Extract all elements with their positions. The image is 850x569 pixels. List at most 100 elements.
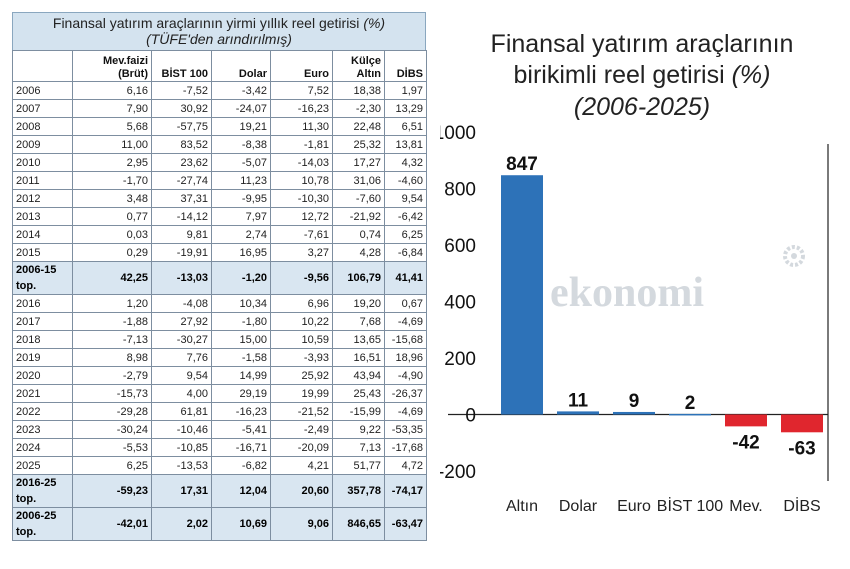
value-cell: -59,23	[72, 474, 152, 508]
value-cell: -13,53	[151, 456, 212, 475]
value-cell: 1,97	[384, 81, 427, 100]
value-cell: -4,08	[151, 294, 212, 313]
value-cell: 11,30	[270, 117, 333, 136]
value-cell: 19,99	[270, 384, 333, 403]
value-cell: 9,81	[151, 225, 212, 244]
value-cell: 11,23	[211, 171, 271, 190]
value-cell: 5,68	[72, 117, 152, 136]
value-cell: 29,19	[211, 384, 271, 403]
value-cell: 14,99	[211, 366, 271, 385]
value-cell: -4,69	[384, 402, 427, 421]
value-cell: -29,28	[72, 402, 152, 421]
value-cell: -7,61	[270, 225, 333, 244]
value-cell: 6,25	[384, 225, 427, 244]
value-cell: -30,24	[72, 420, 152, 439]
table-row: 2012 3,48 37,31 -9,95 -10,30 -7,60 9,54	[12, 189, 427, 208]
table-title-block: Finansal yatırım araçlarının yirmi yıllı…	[12, 12, 426, 50]
table-title-unit: (%)	[363, 15, 386, 31]
y-tick-label: -200	[440, 462, 476, 483]
row-label-cell: 2014	[12, 225, 73, 244]
value-cell: 4,28	[332, 243, 385, 262]
y-tick-label: 600	[444, 236, 476, 257]
value-cell: -10,46	[151, 420, 212, 439]
value-cell: 9,54	[384, 189, 427, 208]
value-cell: 4,32	[384, 153, 427, 172]
bar-1	[557, 411, 599, 415]
returns-table: Mev.faizi (Brüt) BİST 100 Dolar Euro Kül…	[12, 50, 427, 541]
value-cell: -14,03	[270, 153, 333, 172]
data-label: 2	[685, 393, 696, 414]
value-cell: 16,51	[332, 348, 385, 367]
value-cell: 7,97	[211, 207, 271, 226]
value-cell: -3,93	[270, 348, 333, 367]
value-cell: -24,07	[211, 99, 271, 118]
category-label: Euro	[617, 498, 651, 515]
table-row: 2008 5,68 -57,75 19,21 11,30 22,48 6,51	[12, 117, 427, 136]
value-cell: 7,90	[72, 99, 152, 118]
col-header-dibs: DİBS	[384, 50, 427, 82]
row-label-cell: 2022	[12, 402, 73, 421]
value-cell: 846,65	[332, 507, 385, 541]
value-cell: 83,52	[151, 135, 212, 154]
table-total-row: 2006-25 top. -42,01 2,02 10,69 9,06 846,65 -63…	[12, 507, 427, 541]
value-cell: -3,42	[211, 81, 271, 100]
value-cell: 22,48	[332, 117, 385, 136]
value-cell: 41,41	[384, 261, 427, 295]
value-cell: -26,37	[384, 384, 427, 403]
value-cell: 23,62	[151, 153, 212, 172]
value-cell: -14,12	[151, 207, 212, 226]
row-label-cell: 2006-25 top.	[12, 507, 73, 541]
value-cell: 16,95	[211, 243, 271, 262]
table-row: 2011 -1,70 -27,74 11,23 10,78 31,06 -4,60	[12, 171, 427, 190]
value-cell: -27,74	[151, 171, 212, 190]
row-label-cell: 2015	[12, 243, 73, 262]
row-label-cell: 2010	[12, 153, 73, 172]
col-header-bist: BİST 100	[151, 50, 212, 82]
table-row: 2025 6,25 -13,53 -6,82 4,21 51,77 4,72	[12, 456, 427, 475]
bar-3	[669, 413, 711, 416]
value-cell: -19,91	[151, 243, 212, 262]
value-cell: 10,78	[270, 171, 333, 190]
value-cell: -74,17	[384, 474, 427, 508]
table-row: 2006 6,16 -7,52 -3,42 7,52 18,38 1,97	[12, 81, 427, 100]
value-cell: 12,72	[270, 207, 333, 226]
value-cell: 9,22	[332, 420, 385, 439]
col-header-gold: Külçe Altın	[332, 50, 385, 82]
value-cell: -16,71	[211, 438, 271, 457]
value-cell: 18,38	[332, 81, 385, 100]
value-cell: 17,31	[151, 474, 212, 508]
value-cell: 11,00	[72, 135, 152, 154]
table-row: 2020 -2,79 9,54 14,99 25,92 43,94 -4,90	[12, 366, 427, 385]
watermark-gear-icon	[783, 245, 805, 267]
value-cell: -2,30	[332, 99, 385, 118]
table-row: 2017 -1,88 27,92 -1,80 10,22 7,68 -4,69	[12, 312, 427, 331]
y-tick-label: 800	[444, 180, 476, 201]
value-cell: 42,25	[72, 261, 152, 295]
value-cell: 51,77	[332, 456, 385, 475]
y-tick-label: 0	[465, 406, 476, 427]
data-label: -42	[732, 432, 759, 453]
y-tick-label: 1000	[440, 123, 476, 144]
value-cell: 7,52	[270, 81, 333, 100]
table-row: 2010 2,95 23,62 -5,07 -14,03 17,27 4,32	[12, 153, 427, 172]
value-cell: 27,92	[151, 312, 212, 331]
table-total-row: 2016-25 top. -59,23 17,31 12,04 20,60 357,78-…	[12, 474, 427, 508]
y-tick-label: 400	[444, 293, 476, 314]
value-cell: 61,81	[151, 402, 212, 421]
chart-title-line2-text: birikimli reel getirisi	[514, 61, 725, 89]
category-label: BİST 100	[657, 496, 724, 515]
value-cell: 0,77	[72, 207, 152, 226]
chart-title-line1: Finansal yatırım araçlarının	[491, 30, 794, 58]
bar-4	[725, 414, 767, 427]
value-cell: -2,49	[270, 420, 333, 439]
value-cell: 12,04	[211, 474, 271, 508]
value-cell: -15,99	[332, 402, 385, 421]
col-header-euro: Euro	[270, 50, 333, 82]
category-label: Altın	[506, 498, 538, 515]
value-cell: 7,13	[332, 438, 385, 457]
value-cell: 17,27	[332, 153, 385, 172]
row-label-cell: 2009	[12, 135, 73, 154]
bar-0	[501, 175, 543, 415]
value-cell: -8,38	[211, 135, 271, 154]
value-cell: -9,95	[211, 189, 271, 208]
